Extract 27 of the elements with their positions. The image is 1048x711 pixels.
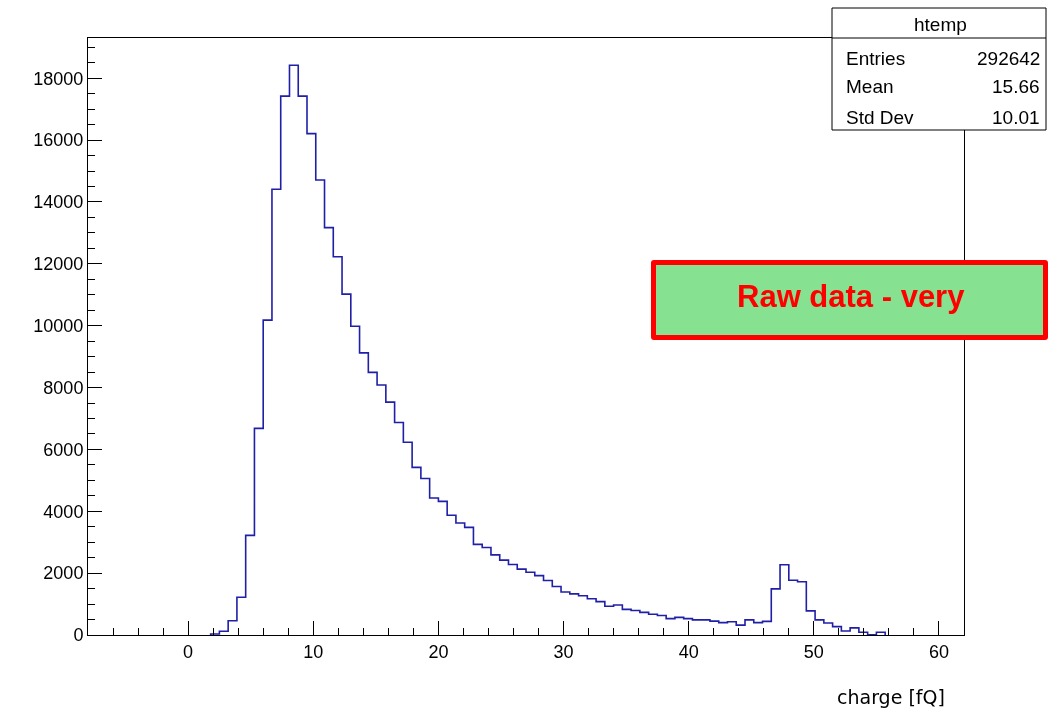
y-tick-label: 18000 — [33, 68, 84, 89]
text: 10.01 — [992, 107, 1040, 128]
y-tick-label: 8000 — [43, 377, 84, 398]
x-tick-label: 50 — [803, 641, 824, 662]
x-tick-label: 30 — [553, 641, 574, 662]
annotation: Std Dev — [846, 107, 915, 128]
y-tick-label: 4000 — [43, 501, 84, 522]
x-tick-label: 40 — [678, 641, 699, 662]
annotation: Mean — [846, 76, 894, 97]
y-tick-label: 2000 — [43, 563, 84, 584]
text: 15.66 — [992, 76, 1040, 97]
x-tick-label: 20 — [428, 641, 449, 662]
x-tick-label: 60 — [928, 641, 949, 662]
x-tick-label: 0 — [183, 641, 194, 662]
y-tick-label: 0 — [73, 625, 84, 646]
y-tick-label: 12000 — [33, 254, 84, 275]
text: htemp — [914, 14, 967, 35]
text-box: Raw data - very — [651, 260, 1048, 340]
y-tick-label: 10000 — [33, 315, 84, 336]
x-axis-title: charge [fQ] — [837, 686, 945, 708]
y-tick-label: 14000 — [33, 192, 84, 213]
annotation: Raw data - very — [737, 279, 965, 315]
x-tick-label: 10 — [303, 641, 324, 662]
text: 292642 — [977, 48, 1041, 69]
annotation: Entries — [846, 48, 906, 69]
y-tick-label: 6000 — [43, 439, 84, 460]
y-tick-label: 16000 — [33, 130, 84, 151]
